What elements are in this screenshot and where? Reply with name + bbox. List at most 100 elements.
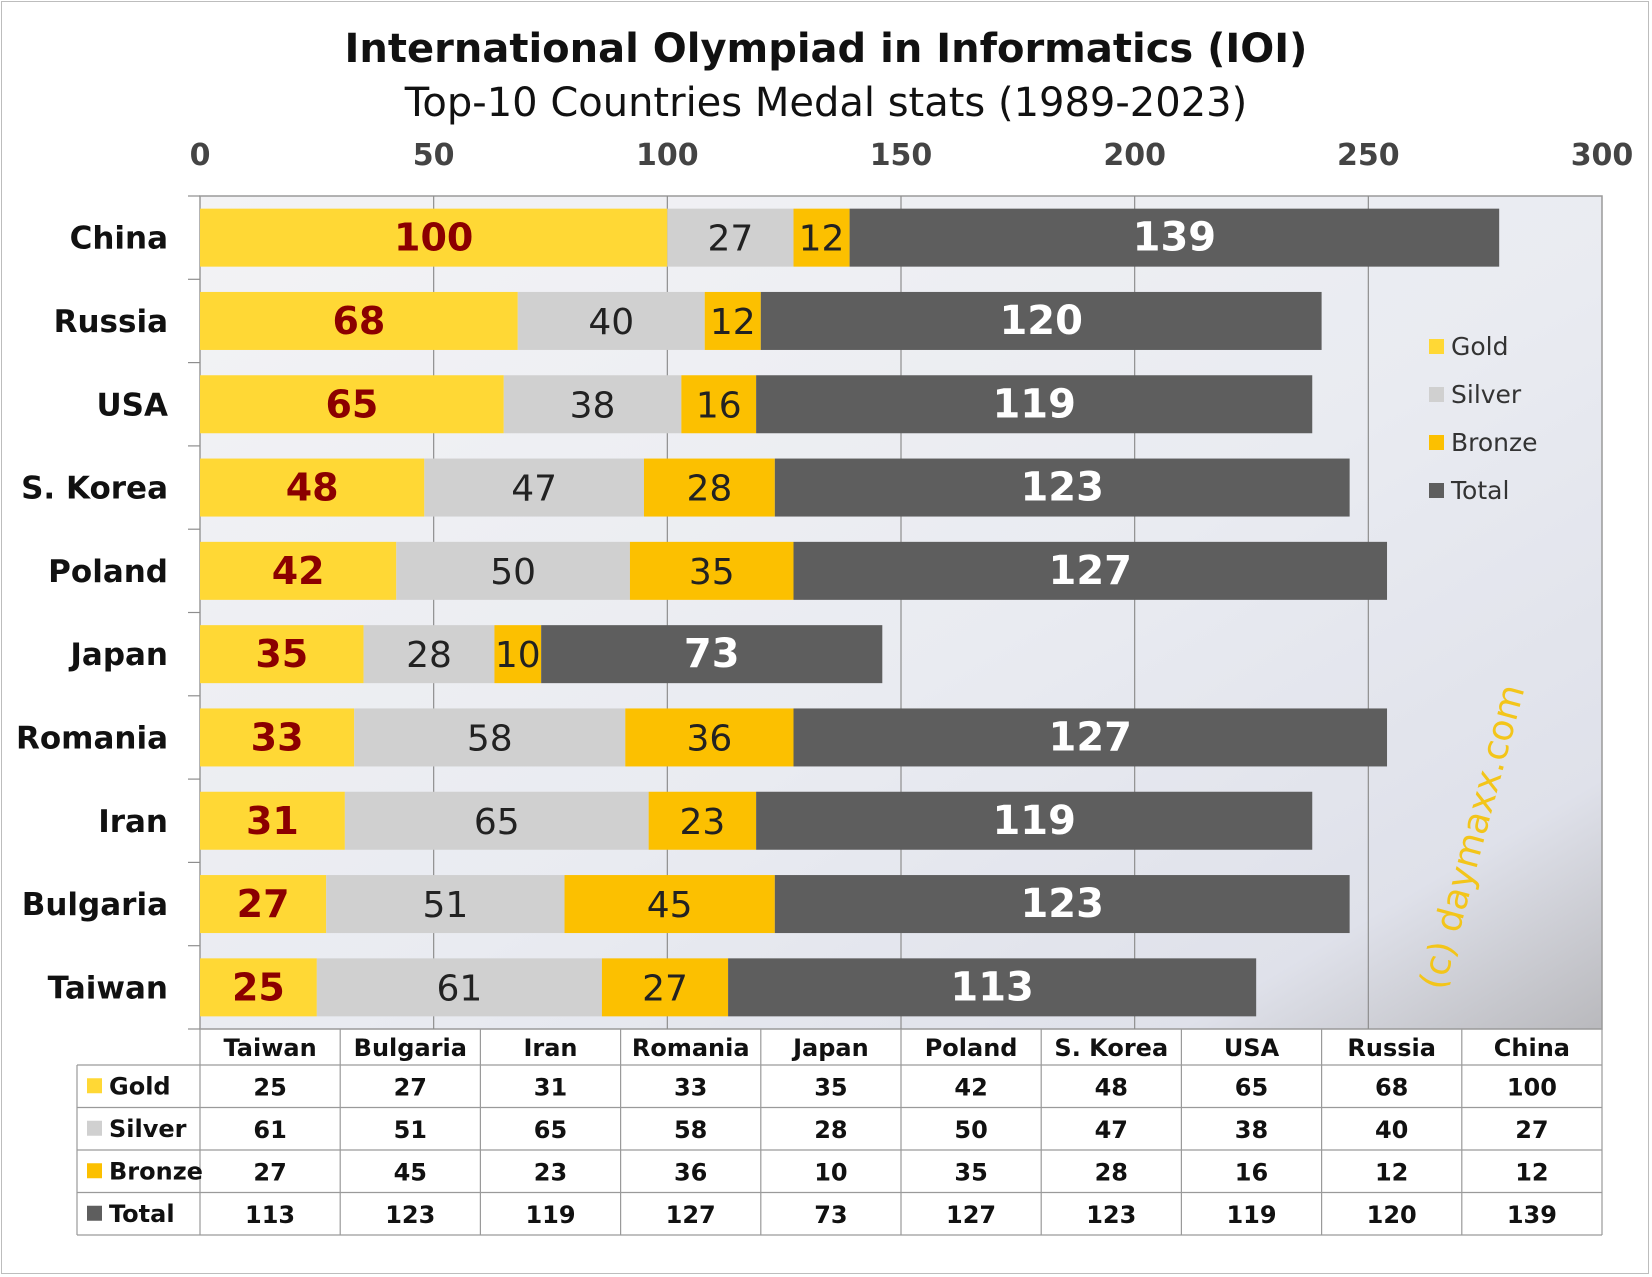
bar-total bbox=[774, 458, 1350, 517]
data-label-bronze: 45 bbox=[647, 885, 693, 926]
x-tick-label: 100 bbox=[636, 138, 699, 173]
table-column-header: Bulgaria bbox=[354, 1034, 467, 1062]
table-cell: 61 bbox=[253, 1116, 286, 1144]
chart-title: International Olympiad in Informatics (I… bbox=[345, 26, 1308, 72]
x-tick-label: 50 bbox=[413, 138, 455, 173]
table-row-header: Total bbox=[109, 1200, 175, 1228]
data-label-silver: 38 bbox=[570, 385, 616, 426]
data-label-bronze: 12 bbox=[799, 219, 845, 260]
x-tick-label: 200 bbox=[1103, 138, 1166, 173]
data-label-bronze: 23 bbox=[679, 802, 725, 843]
bar-gold bbox=[200, 708, 355, 767]
y-category-label: Russia bbox=[54, 304, 168, 340]
table-cell: 120 bbox=[1367, 1201, 1417, 1229]
table-cell: 127 bbox=[946, 1201, 996, 1229]
bar-total bbox=[756, 375, 1313, 434]
table-column-header: Taiwan bbox=[224, 1034, 317, 1062]
data-label-total: 73 bbox=[684, 631, 740, 677]
table-row-header: Bronze bbox=[109, 1157, 203, 1185]
table-cell: 45 bbox=[394, 1158, 427, 1186]
bar-silver bbox=[667, 208, 794, 267]
data-label-bronze: 35 bbox=[689, 552, 735, 593]
data-label-total: 113 bbox=[950, 964, 1034, 1010]
bar-total bbox=[793, 541, 1388, 600]
table-cell: 58 bbox=[674, 1116, 707, 1144]
table-cell: 65 bbox=[534, 1116, 567, 1144]
table-column-header: USA bbox=[1224, 1034, 1280, 1062]
table-cell: 35 bbox=[814, 1073, 847, 1101]
table-column-header: Iran bbox=[523, 1034, 577, 1062]
table-column-header: China bbox=[1494, 1034, 1570, 1062]
data-label-gold: 27 bbox=[237, 882, 290, 926]
y-axis-labels: China Russia USA S. Korea Poland Japan Romania… bbox=[16, 221, 168, 1007]
bar-silver bbox=[517, 291, 705, 350]
bar-gold bbox=[200, 541, 397, 600]
data-label-gold: 68 bbox=[332, 299, 385, 343]
table-cell: 123 bbox=[385, 1201, 435, 1229]
bar-silver bbox=[344, 791, 649, 850]
bar-gold bbox=[200, 458, 425, 517]
table-cell: 38 bbox=[1235, 1116, 1268, 1144]
bar-total bbox=[728, 958, 1257, 1017]
y-category-label: Japan bbox=[68, 637, 168, 673]
data-label-silver: 65 bbox=[474, 802, 520, 843]
table-cell: 23 bbox=[534, 1158, 567, 1186]
bar-silver bbox=[354, 708, 626, 767]
y-category-label: Iran bbox=[98, 804, 168, 840]
data-label-gold: 48 bbox=[286, 466, 339, 510]
data-label-silver: 27 bbox=[708, 219, 754, 260]
bar-bronze bbox=[643, 458, 775, 517]
data-label-gold: 35 bbox=[255, 632, 308, 676]
table-column-header: Romania bbox=[632, 1034, 750, 1062]
table-cell: 68 bbox=[1375, 1073, 1408, 1101]
bar-silver bbox=[424, 458, 644, 517]
data-label-total: 120 bbox=[999, 298, 1083, 344]
bar-total bbox=[849, 208, 1500, 267]
table-cell: 123 bbox=[1086, 1201, 1136, 1229]
bar-bronze bbox=[648, 791, 757, 850]
data-label-total: 123 bbox=[1020, 465, 1104, 511]
table-cell: 12 bbox=[1375, 1158, 1408, 1186]
legend-swatch bbox=[1429, 435, 1444, 450]
table-column-header: Poland bbox=[925, 1034, 1018, 1062]
data-label-total: 119 bbox=[992, 798, 1076, 844]
table-row-swatch bbox=[87, 1205, 102, 1221]
bar-gold bbox=[200, 375, 504, 434]
y-category-label: USA bbox=[97, 387, 169, 423]
data-label-gold: 31 bbox=[246, 799, 299, 843]
data-label-gold: 33 bbox=[251, 715, 304, 759]
y-category-label: Bulgaria bbox=[22, 887, 168, 923]
data-label-silver: 47 bbox=[511, 469, 557, 510]
table-cell: 25 bbox=[253, 1073, 286, 1101]
x-axis-ticks: 0 50 100 150 200 250 300 bbox=[190, 138, 1634, 173]
table-row-header: Silver bbox=[109, 1115, 187, 1143]
data-label-total: 127 bbox=[1049, 714, 1133, 760]
legend-label: Gold bbox=[1451, 332, 1508, 361]
data-label-silver: 40 bbox=[588, 302, 634, 343]
y-category-label: China bbox=[70, 221, 168, 257]
table-cell: 73 bbox=[814, 1201, 847, 1229]
table-cell: 113 bbox=[245, 1201, 295, 1229]
table-row-swatch bbox=[87, 1120, 102, 1136]
table-row-swatch bbox=[87, 1078, 102, 1094]
table-cell: 16 bbox=[1235, 1158, 1268, 1186]
legend-swatch bbox=[1429, 339, 1444, 354]
bar-silver bbox=[363, 625, 495, 684]
bar-bronze bbox=[629, 541, 794, 600]
table-cell: 48 bbox=[1095, 1073, 1128, 1101]
legend-swatch bbox=[1429, 483, 1444, 498]
table-cell: 10 bbox=[814, 1158, 847, 1186]
table-cell: 36 bbox=[674, 1158, 707, 1186]
table-column-header: Russia bbox=[1347, 1034, 1436, 1062]
table-cell: 51 bbox=[394, 1116, 427, 1144]
bar-gold bbox=[200, 875, 327, 934]
table-cell: 12 bbox=[1515, 1158, 1548, 1186]
x-tick-label: 250 bbox=[1337, 138, 1400, 173]
bar-silver bbox=[316, 958, 602, 1017]
table-cell: 50 bbox=[954, 1116, 987, 1144]
bar-silver bbox=[326, 875, 565, 934]
table-cell: 127 bbox=[666, 1201, 716, 1229]
data-label-total: 119 bbox=[992, 381, 1076, 427]
data-label-total: 123 bbox=[1020, 881, 1104, 927]
